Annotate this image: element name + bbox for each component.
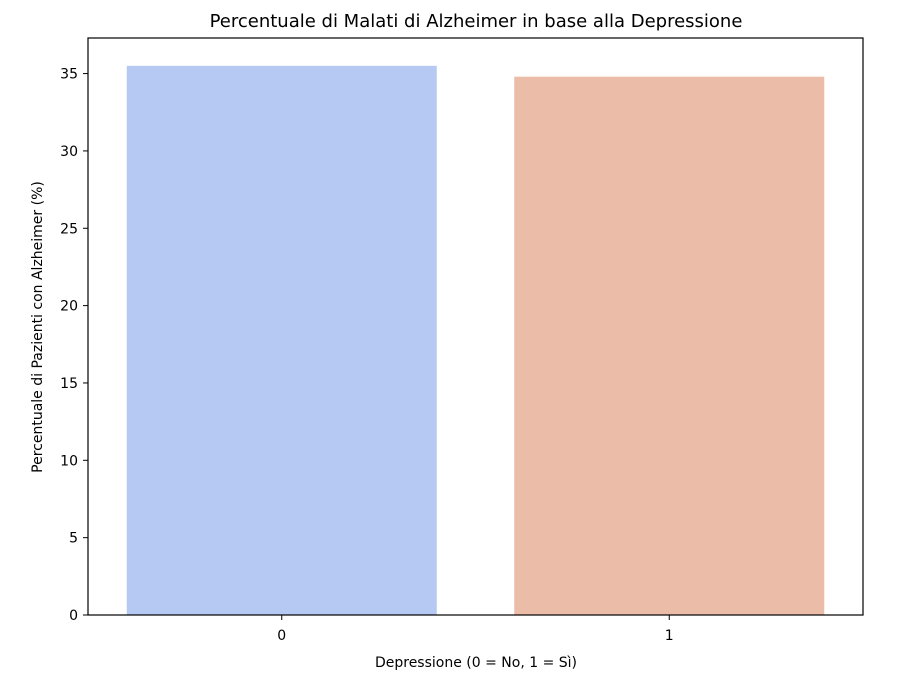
y-axis-ticks: 0 5 10 15 20 25 30 35 [60, 67, 88, 624]
bars-group [126, 65, 825, 616]
y-tick-label: 5 [69, 531, 78, 547]
y-tick-label: 0 [69, 608, 78, 624]
y-tick-label: 15 [60, 376, 78, 392]
y-tick-label: 35 [60, 67, 78, 83]
y-tick-label: 25 [60, 221, 78, 237]
plot-frame [87, 37, 864, 616]
y-tick-label: 30 [60, 144, 78, 160]
bar-0 [126, 65, 437, 616]
x-tick-label: 1 [665, 628, 674, 644]
chart-title: Percentuale di Malati di Alzheimer in ba… [210, 11, 743, 32]
y-tick-label: 20 [60, 299, 78, 315]
x-tick-label: 0 [277, 628, 286, 644]
x-axis-label: Depressione (0 = No, 1 = Sì) [375, 655, 577, 671]
y-axis-label: Percentuale di Pazienti con Alzheimer (%… [30, 181, 46, 473]
y-tick-label: 10 [60, 453, 78, 469]
bar-1 [514, 76, 825, 616]
